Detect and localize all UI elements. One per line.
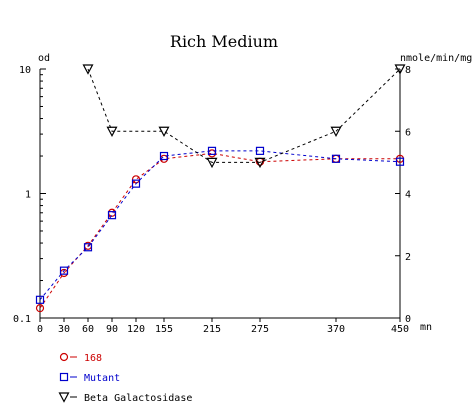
y-left-axis-label: od — [38, 53, 50, 64]
series-line — [39, 152, 400, 309]
y-right-tick-label: 6 — [405, 127, 411, 138]
data-point — [131, 179, 141, 188]
data-point — [394, 64, 406, 75]
data-point — [59, 266, 69, 275]
legend-marker — [58, 392, 70, 403]
legend-label: 168 — [84, 353, 102, 364]
x-tick-label: 275 — [251, 324, 269, 335]
y-right-tick-label: 2 — [405, 252, 411, 263]
data-point — [107, 208, 117, 217]
series-layer — [35, 64, 406, 313]
legend-entry: Mutant — [59, 372, 120, 384]
x-axis-label: mn — [420, 322, 432, 333]
x-tick-label: 90 — [106, 324, 118, 335]
series-line — [87, 68, 401, 163]
chart-title: Rich Medium — [170, 32, 278, 51]
x-tick-label: 215 — [203, 324, 221, 335]
data-point — [159, 151, 169, 161]
data-point — [330, 126, 342, 138]
x-tick-label: 155 — [155, 324, 173, 335]
data-point — [254, 157, 266, 169]
x-tick-label: 120 — [127, 324, 145, 335]
x-tick-label: 450 — [391, 324, 409, 335]
y-right-tick-label: 8 — [405, 65, 411, 76]
data-point — [206, 157, 218, 169]
data-point — [158, 126, 170, 138]
y-right-tick-label: 4 — [405, 190, 411, 201]
data-point — [255, 146, 265, 155]
data-point — [207, 146, 217, 155]
series-0 — [35, 149, 405, 313]
legend-entry: 168 — [59, 352, 102, 364]
data-point — [83, 243, 93, 252]
legend-marker — [59, 352, 69, 362]
legend-entry: Beta Galactosidase — [58, 392, 192, 404]
data-point — [331, 154, 341, 163]
y-left-tick-label: 1 — [25, 190, 31, 201]
data-point — [35, 295, 45, 304]
data-point — [395, 157, 405, 166]
legend-label: Mutant — [84, 373, 120, 384]
x-tick-label: 0 — [37, 324, 43, 335]
data-point — [35, 304, 45, 313]
series-2 — [82, 64, 406, 169]
legend: 168 Mutant Beta Galactosidase — [58, 352, 192, 404]
legend-marker — [59, 372, 69, 382]
y-right-tick-label: 0 — [405, 314, 411, 325]
data-point — [107, 211, 117, 220]
y-right-axis-label: nmole/min/mg — [400, 53, 472, 64]
x-tick-label: 60 — [82, 324, 94, 335]
data-point — [82, 64, 94, 75]
series-line — [39, 150, 401, 301]
legend-label: Beta Galactosidase — [84, 393, 192, 404]
data-point — [131, 175, 141, 184]
data-point — [106, 126, 118, 138]
x-tick-label: 30 — [58, 324, 70, 335]
y-left-tick-label: 10 — [19, 65, 31, 76]
y-left-tick-label: 0.1 — [13, 314, 31, 325]
x-tick-label: 370 — [327, 324, 345, 335]
axes: 0 30 60 90 120 155 215 275 370 450 0.1 1 10 0 2 4 6 8 — [13, 65, 411, 335]
series-1 — [35, 146, 405, 304]
